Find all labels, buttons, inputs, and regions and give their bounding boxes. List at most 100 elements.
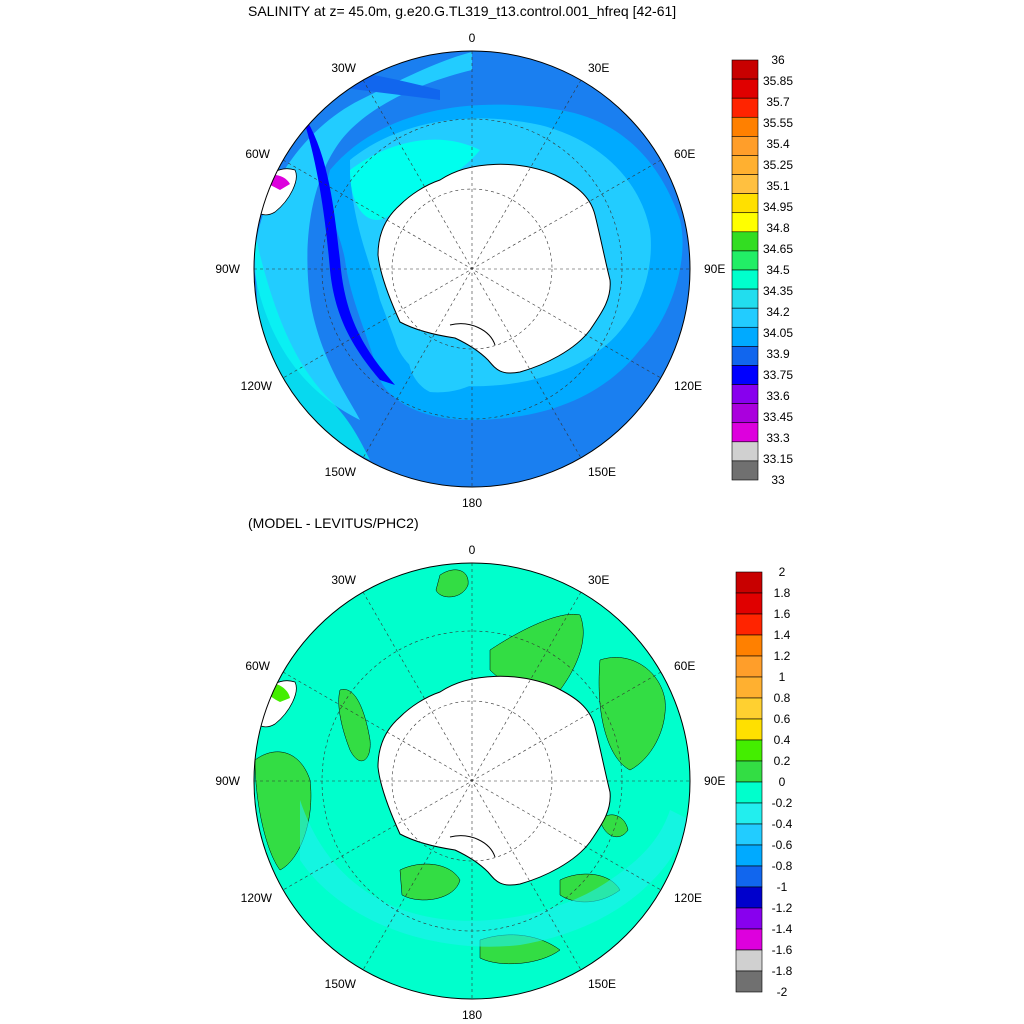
- lon-label-150e: 150E: [588, 977, 616, 991]
- lon-label-150w: 150W: [325, 465, 357, 479]
- colorbar-swatch: [735, 697, 763, 720]
- colorbar-swatch: [735, 592, 763, 615]
- lon-label-90w: 90W: [215, 262, 240, 276]
- colorbar-tick-label: -1.4: [772, 922, 793, 936]
- lon-label-60w: 60W: [245, 659, 270, 673]
- graticule: [254, 51, 690, 487]
- colorbar-swatch: [735, 634, 763, 657]
- colorbar-tick-label: 1.2: [774, 649, 791, 663]
- colorbar-swatch: [735, 865, 763, 888]
- colorbar-swatch: [735, 718, 763, 741]
- colorbar-tick-label: -0.6: [772, 838, 793, 852]
- colorbar-tick-label: 0.8: [774, 691, 791, 705]
- colorbar-swatch: [735, 802, 763, 825]
- colorbar-swatch: [735, 571, 763, 594]
- difference-title: (MODEL - LEVITUS/PHC2): [248, 515, 419, 531]
- colorbar-swatch: [731, 59, 759, 80]
- colorbar-tick-label: 34.65: [763, 242, 793, 256]
- lon-label-60e: 60E: [674, 147, 695, 161]
- colorbar-tick-label: 1.8: [774, 586, 791, 600]
- colorbar-tick-label: 35.55: [763, 116, 793, 130]
- salinity-colorbar: 36 35.85 35.7 35.55 35.4 35.25 35.1 34.95 34.8 34…: [731, 53, 793, 487]
- colorbar-tick-label: 33.75: [763, 368, 793, 382]
- colorbar-tick-label: 33.45: [763, 410, 793, 424]
- lon-label-120e: 120E: [674, 379, 702, 393]
- lon-label-180: 180: [462, 1008, 482, 1022]
- difference-field-patches: [254, 569, 666, 965]
- colorbar-tick-label: 35.85: [763, 74, 793, 88]
- colorbar-swatch: [735, 676, 763, 699]
- colorbar-swatch: [735, 760, 763, 783]
- colorbar-swatch: [731, 250, 759, 271]
- colorbar-swatch: [731, 269, 759, 290]
- colorbar-tick-label: 0: [779, 775, 786, 789]
- salinity-map-frame: [253, 50, 691, 488]
- colorbar-swatch: [735, 823, 763, 846]
- salinity-field-band: [300, 110, 395, 385]
- colorbar-swatch: [735, 886, 763, 909]
- colorbar-tick-label: 2: [779, 565, 786, 579]
- colorbar-swatch: [731, 326, 759, 347]
- difference-colorbar: 2 1.8 1.6 1.4 1.2 1 0.8 0.6 0.4 0.2 0 -0.2 -0.4 -0.6 -…: [735, 565, 793, 999]
- colorbar-tick-label: 33.9: [766, 347, 790, 361]
- salinity-field-band: [254, 52, 472, 420]
- colorbar-swatch: [731, 78, 759, 99]
- lon-label-30w: 30W: [331, 573, 356, 587]
- coastline: [449, 323, 496, 346]
- colorbar-swatch: [735, 655, 763, 678]
- colorbar-swatch: [731, 365, 759, 385]
- colorbar-swatch: [731, 212, 759, 233]
- colorbar-swatch: [731, 231, 759, 252]
- colorbar-swatch: [731, 307, 759, 328]
- colorbar-tick-label: 0.2: [774, 754, 791, 768]
- antarctica-land: [377, 163, 611, 374]
- colorbar-swatch: [735, 844, 763, 867]
- colorbar-tick-label: 33.3: [766, 431, 790, 445]
- colorbar-swatch: [735, 907, 763, 930]
- salinity-panel: SALINITY at z= 45.0m, g.e20.G.TL319_t13.…: [215, 3, 793, 510]
- lon-label-30e: 30E: [588, 573, 609, 587]
- colorbar-tick-label: -1.6: [772, 943, 793, 957]
- colorbar-tick-label: 34.05: [763, 326, 793, 340]
- colorbar-tick-label: 35.4: [766, 137, 790, 151]
- lon-label-60w: 60W: [245, 147, 270, 161]
- lon-label-150w: 150W: [325, 977, 357, 991]
- colorbar-swatch: [731, 403, 759, 424]
- colorbar-swatch: [731, 97, 759, 118]
- colorbar-tick-label: -1: [777, 880, 788, 894]
- colorbar-tick-label: 33.15: [763, 452, 793, 466]
- salinity-title: SALINITY at z= 45.0m, g.e20.G.TL319_t13.…: [248, 3, 676, 19]
- difference-map-frame: [253, 562, 691, 1000]
- colorbar-swatch: [731, 136, 759, 156]
- colorbar-swatch: [735, 970, 763, 993]
- colorbar-tick-label: 35.25: [763, 158, 793, 172]
- colorbar-tick-label: 1.6: [774, 607, 791, 621]
- salinity-lon-labels: 0 180 90W 90E 30W 30E 60W 60E 120W 120E …: [215, 31, 725, 510]
- lon-label-90w: 90W: [215, 774, 240, 788]
- colorbar-tick-label: 34.8: [766, 221, 790, 235]
- colorbar-swatch: [731, 441, 759, 462]
- colorbar-tick-label: 34.2: [766, 305, 790, 319]
- colorbar-swatch: [735, 949, 763, 972]
- colorbar-swatch: [731, 460, 759, 481]
- colorbar-swatch: [731, 155, 759, 175]
- colorbar-tick-label: -0.2: [772, 796, 793, 810]
- lon-label-180: 180: [462, 496, 482, 510]
- colorbar-swatch: [735, 739, 763, 762]
- lon-label-0: 0: [469, 31, 476, 45]
- colorbar-tick-label: 1.4: [774, 628, 791, 642]
- colorbar-tick-label: 34.95: [763, 200, 793, 214]
- antarctica-land: [377, 675, 611, 886]
- colorbar-tick-label: 33: [771, 473, 785, 487]
- lon-label-120w: 120W: [241, 379, 273, 393]
- colorbar-tick-label: -1.8: [772, 964, 793, 978]
- colorbar-tick-label: -0.8: [772, 859, 793, 873]
- colorbar-swatch: [735, 928, 763, 951]
- colorbar-swatch: [731, 174, 759, 194]
- colorbar-tick-label: 34.5: [766, 263, 790, 277]
- salinity-field-band: [254, 230, 370, 460]
- colorbar-tick-label: 33.6: [766, 389, 790, 403]
- colorbar-swatch: [731, 193, 759, 214]
- lon-label-0: 0: [469, 543, 476, 557]
